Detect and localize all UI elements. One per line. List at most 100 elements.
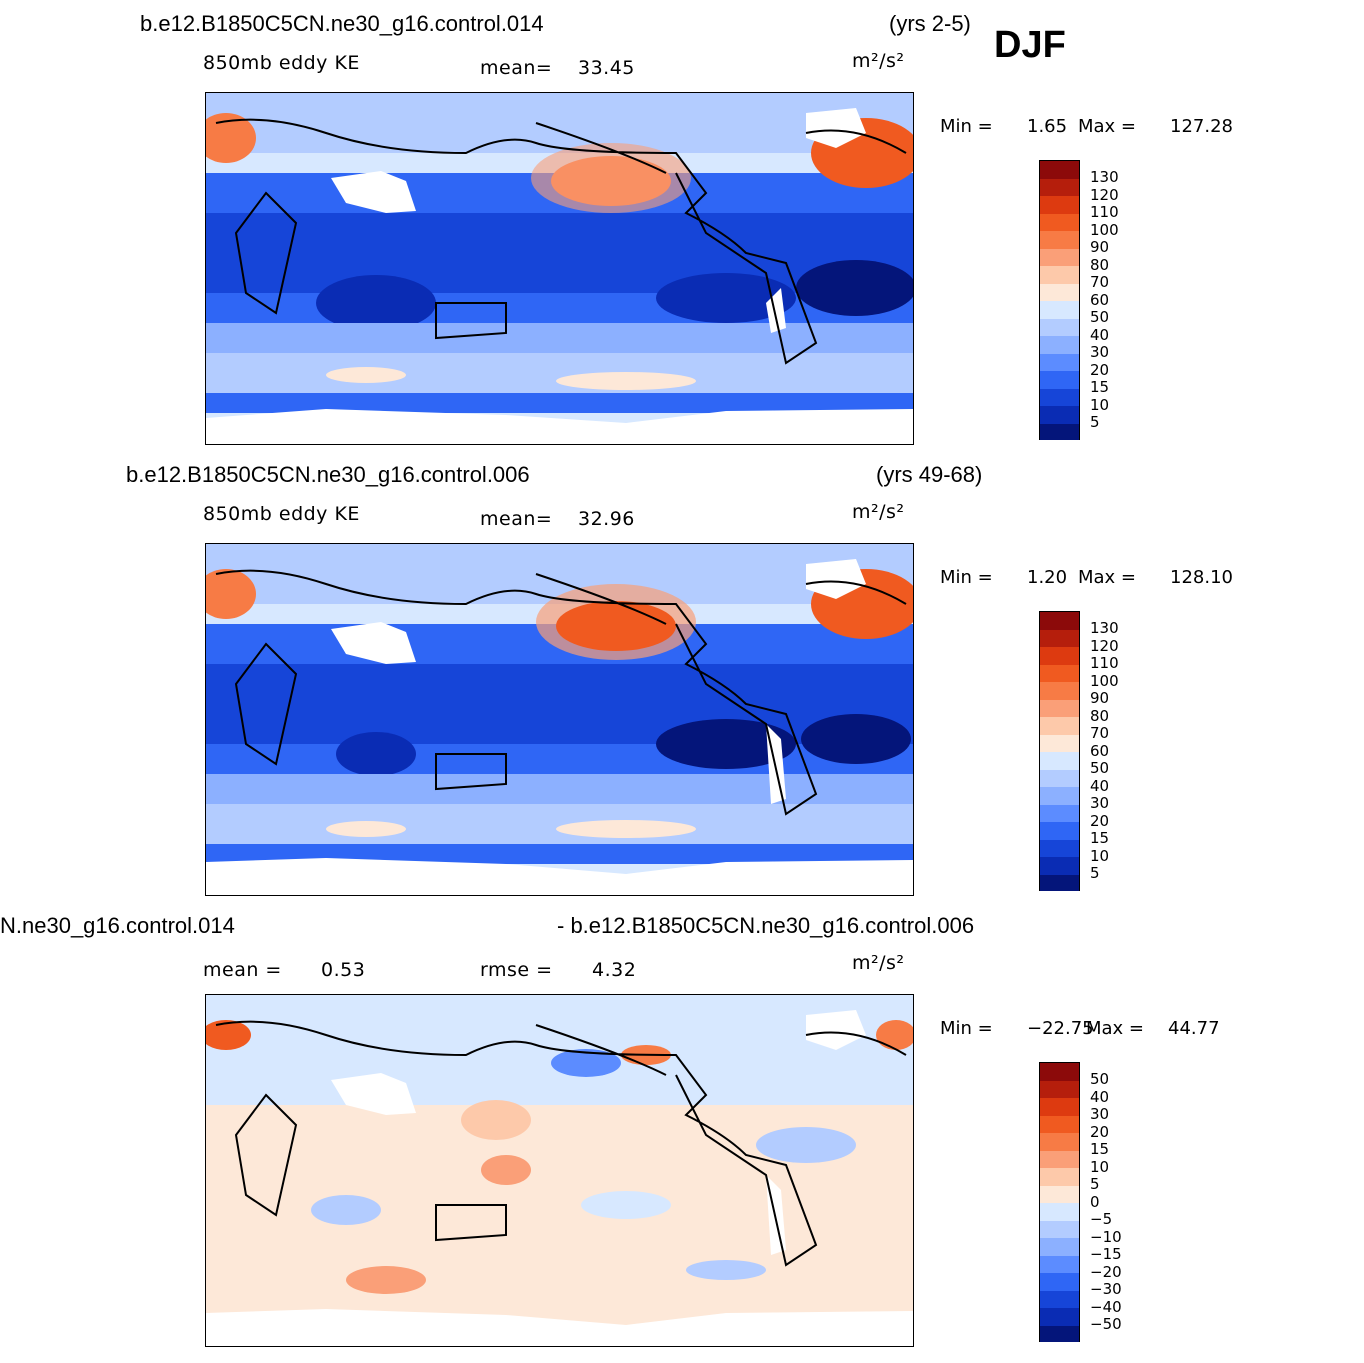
panel1-case-title: b.e12.B1850C5CN.ne30_g16.control.014 [140,11,544,36]
colorbar-label: 50 [1090,759,1110,777]
colorbar-label: 30 [1090,343,1110,361]
colorbar-label: −30 [1090,1280,1122,1298]
colorbar-label: 5 [1090,1175,1100,1193]
colorbar-label: 130 [1090,168,1119,186]
colorbar-bin [1040,1063,1079,1081]
panel3-mean-value: 0.53 [321,959,366,981]
colorbar-bin [1040,804,1079,822]
colorbar-bin [1040,1255,1079,1273]
panel1-max-value: 127.28 [1170,116,1233,137]
colorbar-label: 40 [1090,776,1110,795]
panel2-mean-label: mean= [480,508,553,530]
panel2-max-label: Max = [1078,567,1137,588]
colorbar-label: 15 [1090,378,1110,396]
colorbar-bin [1040,1308,1079,1326]
colorbar-bin [1040,839,1079,857]
panel1-units: m²/s² [852,50,905,72]
colorbar-label: 90 [1090,238,1110,256]
panel1-colorbar [1039,160,1080,440]
colorbar-bin [1040,612,1079,630]
colorbar-label: 120 [1090,636,1119,655]
panel3-max-value: 44.77 [1168,1018,1220,1039]
colorbar-bin [1040,682,1079,700]
colorbar-bin [1040,752,1079,770]
colorbar-bin [1040,647,1079,665]
colorbar-label: −20 [1090,1262,1122,1281]
colorbar-bin [1040,353,1079,371]
panel2-min-label: Min = [940,567,993,588]
colorbar-label: 5 [1090,864,1100,882]
colorbar-bin [1040,1203,1079,1221]
panel3-case-left: N.ne30_g16.control.014 [0,913,235,938]
colorbar-label: −50 [1090,1315,1122,1333]
colorbar-bin [1040,664,1079,682]
colorbar-label: 50 [1090,1070,1110,1088]
colorbar-label: 30 [1090,1105,1110,1123]
colorbar-bin [1040,1290,1079,1308]
panel3-rmse-label: rmse = [480,959,553,981]
season-label: DJF [994,24,1066,66]
colorbar-bin [1040,1115,1079,1133]
colorbar-bin [1040,178,1079,196]
colorbar-bin [1040,874,1079,891]
colorbar-bin [1040,248,1079,266]
colorbar-label: 20 [1090,1122,1110,1141]
panel2-max-value: 128.10 [1170,567,1233,588]
colorbar-label: −40 [1090,1297,1122,1316]
colorbar-bin [1040,423,1079,440]
colorbar-bin [1040,301,1079,319]
colorbar-bin [1040,1168,1079,1186]
panel3-min-label: Min = [940,1018,993,1039]
colorbar-label: 30 [1090,794,1110,812]
colorbar-label: −15 [1090,1245,1122,1263]
colorbar-bin [1040,161,1079,179]
colorbar-bin [1040,787,1079,805]
colorbar-bin [1040,1150,1079,1168]
panel3-units: m²/s² [852,952,905,974]
colorbar-bin [1040,231,1079,249]
colorbar-label: 110 [1090,654,1119,672]
panel1-min-value: 1.65 [1027,116,1068,137]
colorbar-bin [1040,1325,1079,1342]
colorbar-label: 20 [1090,811,1110,830]
panel2-colorbar-labels: 130 120 110 100 90 80 70 60 50 40 30 20 … [1090,619,1119,883]
colorbar-label: 10 [1090,395,1110,414]
panel1-mean-value: 33.45 [578,57,635,79]
panel3-mean-label: mean = [203,959,282,981]
colorbar-bin [1040,1220,1079,1238]
panel3-case-right: - b.e12.B1850C5CN.ne30_g16.control.006 [557,913,975,938]
colorbar-label: 40 [1090,325,1110,344]
panel1-map [205,92,914,445]
panel1-max-label: Max = [1078,116,1137,137]
colorbar-label: 120 [1090,185,1119,204]
panel3-colorbar [1039,1062,1080,1342]
colorbar-label: 60 [1090,290,1110,309]
colorbar-label: 100 [1090,671,1119,690]
colorbar-bin [1040,1080,1079,1098]
panel3-rmse-value: 4.32 [592,959,637,981]
colorbar-bin [1040,1238,1079,1256]
panel3-colorbar-labels: 50 40 30 20 15 10 5 0 −5 −10 −15 −20 −30… [1090,1070,1122,1334]
colorbar-bin [1040,769,1079,787]
panel2-mean-value: 32.96 [578,508,635,530]
colorbar-label: 15 [1090,1140,1110,1158]
colorbar-label: 50 [1090,308,1110,326]
panel1-colorbar-labels: 130 120 110 100 90 80 70 60 50 40 30 20 … [1090,168,1119,432]
colorbar-label: 80 [1090,255,1110,274]
colorbar-bin [1040,1273,1079,1291]
colorbar-bin [1040,1098,1079,1116]
colorbar-label: 15 [1090,829,1110,847]
colorbar-bin [1040,336,1079,354]
colorbar-label: 70 [1090,273,1110,291]
colorbar-bin [1040,734,1079,752]
colorbar-label: 10 [1090,846,1110,865]
colorbar-label: 10 [1090,1157,1110,1176]
colorbar-bin [1040,1133,1079,1151]
colorbar-label: 20 [1090,360,1110,379]
colorbar-bin [1040,266,1079,284]
colorbar-label: −5 [1090,1210,1113,1228]
colorbar-label: 110 [1090,203,1119,221]
panel1-years: (yrs 2-5) [889,11,971,36]
panel3-min-value: −22.75 [1027,1018,1094,1039]
colorbar-bin [1040,371,1079,389]
